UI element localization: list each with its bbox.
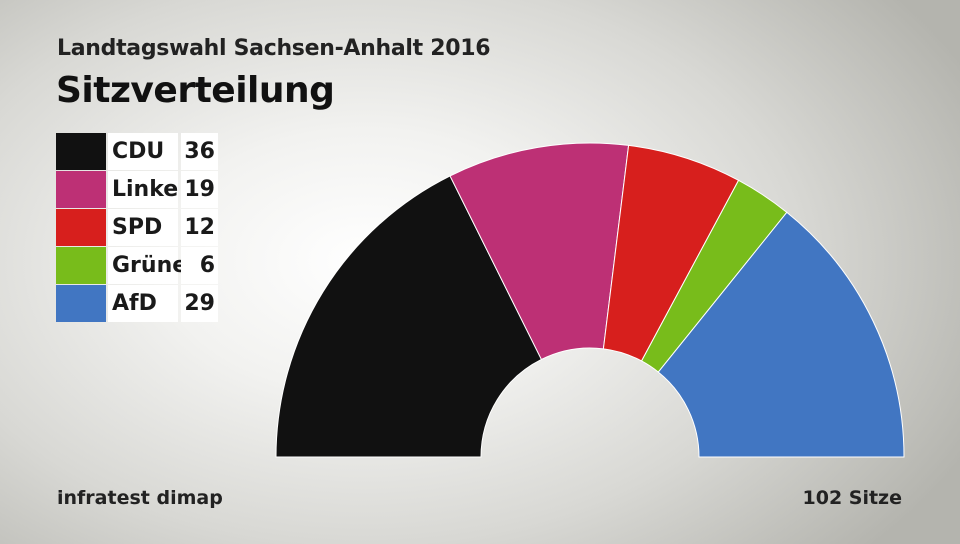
- legend-value-afd: 29: [181, 284, 218, 322]
- legend-label-linke: Linke: [108, 170, 178, 208]
- total-seats-label: 102 Sitze: [802, 487, 903, 509]
- legend-swatch-cdu: [56, 132, 106, 170]
- seat-segment-linke: [449, 142, 630, 361]
- legend-swatch-spd: [56, 208, 106, 246]
- seat-segment-cdu: [275, 175, 543, 458]
- legend-swatch-gruene: [56, 246, 106, 284]
- legend-label-afd: AfD: [108, 284, 178, 322]
- legend-label-gruene: Grüne: [108, 246, 187, 284]
- legend-value-linke: 19: [181, 170, 218, 208]
- legend-label-cdu: CDU: [108, 132, 178, 170]
- legend-swatch-linke: [56, 170, 106, 208]
- legend-label-spd: SPD: [108, 208, 178, 246]
- legend-value-gruene: 6: [181, 246, 218, 284]
- legend-item-afd: AfD 29: [56, 284, 218, 322]
- legend-swatch-afd: [56, 284, 106, 322]
- legend-value-cdu: 36: [181, 132, 218, 170]
- legend-item-linke: Linke 19: [56, 170, 218, 208]
- seat-segment-afd: [657, 211, 905, 458]
- legend-item-gruene: Grüne 6: [56, 246, 218, 284]
- chart-title: Sitzverteilung: [56, 70, 335, 111]
- legend: CDU 36 Linke 19 SPD 12 Grüne 6 AfD 29: [56, 132, 218, 322]
- chart-subtitle: Landtagswahl Sachsen-Anhalt 2016: [57, 36, 491, 61]
- source-label: infratest dimap: [57, 487, 223, 509]
- legend-item-spd: SPD 12: [56, 208, 218, 246]
- legend-value-spd: 12: [181, 208, 218, 246]
- legend-item-cdu: CDU 36: [56, 132, 218, 170]
